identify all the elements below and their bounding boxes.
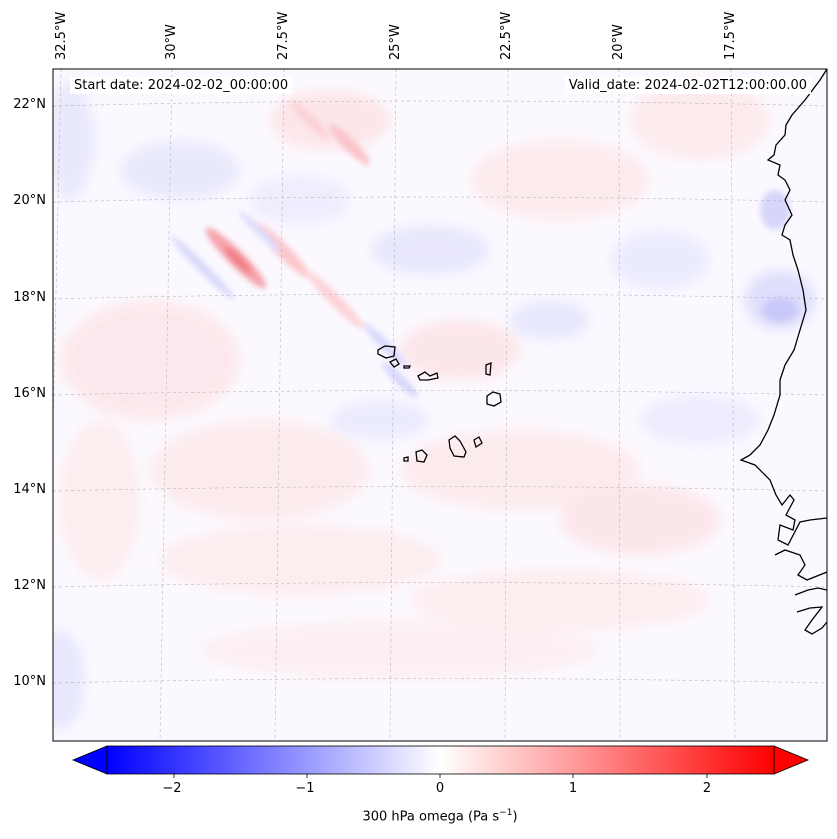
colorbar-label: 300 hPa omega (Pa s−1): [0, 808, 837, 824]
colorbar: [71, 745, 810, 778]
colorbar-max-arrow: [773, 745, 810, 775]
lon-label-27-5w: 27.5°W: [276, 11, 291, 60]
lat-label-18n: 18°N: [13, 290, 46, 305]
lon-label-25w: 25°W: [388, 24, 403, 60]
lat-label-16n: 16°N: [13, 386, 46, 401]
colorbar-tick-label: −1: [295, 781, 315, 796]
colorbar-min-arrow: [71, 745, 108, 775]
lat-label-12n: 12°N: [13, 578, 46, 593]
island-maio: [473, 436, 483, 449]
island-fogo: [415, 449, 428, 463]
lat-label-10n: 10°N: [13, 674, 46, 689]
lon-label-30w: 30°W: [164, 24, 179, 60]
colorbar-label-text: 300 hPa omega (Pa s: [362, 809, 500, 825]
colorbar-label-exponent: −1: [499, 808, 513, 818]
map-frame: [52, 68, 828, 742]
lon-label-20w: 20°W: [611, 24, 626, 60]
island-boa-vista: [486, 391, 502, 407]
lat-label-14n: 14°N: [13, 482, 46, 497]
island-santiago: [448, 435, 467, 458]
colorbar-gradient: [106, 745, 775, 775]
colorbar-tick-label: 1: [568, 781, 578, 796]
lon-label-17-5w: 17.5°W: [723, 11, 738, 60]
colorbar-tick-label: 0: [435, 781, 445, 796]
coastlines: [377, 69, 827, 635]
colorbar-tick-label: −2: [162, 781, 182, 796]
lat-label-20n: 20°N: [13, 193, 46, 208]
colorbar-label-close: ): [512, 809, 518, 825]
omega-field: [53, 69, 827, 741]
gridlines: [53, 69, 827, 741]
colorbar-tick-label: 2: [702, 781, 712, 796]
lat-label-22n: 22°N: [13, 97, 46, 112]
island-sal: [485, 362, 492, 376]
island-sao-vicente: [388, 358, 400, 368]
african-coastline: [739, 69, 827, 546]
valid-date-label: Valid_date: 2024-02-02T12:00:00.00: [564, 77, 811, 94]
lon-label-22-5w: 22.5°W: [499, 11, 514, 60]
lon-label-32-5w: 32.5°W: [54, 11, 69, 60]
island-brava: [403, 456, 409, 462]
island-santo-antao: [377, 345, 396, 359]
start-date-label: Start date: 2024-02-02_00:00:00: [70, 77, 293, 94]
island-sao-nicolau: [417, 371, 439, 381]
